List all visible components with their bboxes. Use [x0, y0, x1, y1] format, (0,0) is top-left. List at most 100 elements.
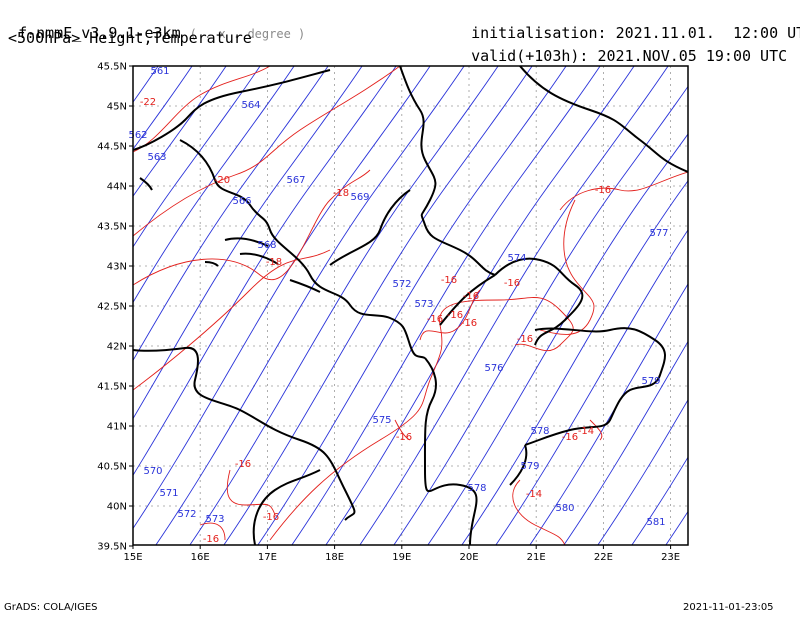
temperature-label: -16	[447, 310, 463, 321]
height-label: 573	[414, 299, 433, 310]
height-contour-line	[133, 66, 397, 477]
height-label: 564	[241, 100, 260, 111]
island-outline	[289, 279, 321, 293]
coastline-segment	[423, 357, 478, 545]
height-contour-line	[133, 66, 193, 151]
valid-time: valid(+103h): 2021.NOV.05 19:00 UTC	[453, 29, 787, 65]
coastline-segment	[494, 257, 584, 346]
temperature-label: -16	[263, 512, 279, 523]
height-label: 581	[646, 517, 665, 528]
height-contour-line	[133, 66, 261, 248]
y-tick-label: 44.5N	[97, 142, 127, 153]
height-label: 571	[159, 488, 178, 499]
temperature-contour-line	[133, 169, 371, 286]
height-label: 562	[128, 130, 147, 141]
height-label: 572	[392, 279, 411, 290]
y-tick-label: 39.5N	[97, 542, 127, 553]
coastline-segment	[519, 66, 688, 173]
map-gridlines	[133, 66, 688, 545]
y-tick-label: 40.5N	[97, 462, 127, 473]
coastline-segment	[329, 189, 411, 266]
height-contour-line	[133, 66, 329, 362]
island-outline	[139, 177, 153, 191]
temperature-contour-line	[589, 419, 603, 441]
temperature-contour-line	[419, 289, 481, 341]
height-label: 579	[520, 461, 539, 472]
height-label: 575	[372, 415, 391, 426]
map-frame	[132, 65, 689, 546]
coastline-segment	[179, 139, 426, 359]
x-tick-label: 18E	[325, 552, 344, 563]
y-tick-label: 44N	[107, 182, 127, 193]
y-tick-label: 43.5N	[97, 222, 127, 233]
model-name: f-nmmE_v3.9.1-e3km	[18, 24, 181, 42]
height-contour-line	[495, 229, 688, 545]
temperature-label: -16	[463, 291, 479, 302]
island-outline	[224, 237, 269, 247]
height-contour-line	[155, 66, 465, 545]
latitude-ticks: 45.5N 45N 44.5N 44N 43.5N 43N 42.5N 42N 41.5N 41N…	[97, 62, 133, 553]
height-label: 569	[350, 192, 369, 203]
height-contour-line	[761, 0, 800, 555]
y-tick-label: 42.5N	[97, 302, 127, 313]
island-outline	[204, 261, 219, 267]
height-label: 573	[205, 514, 224, 525]
height-label: 572	[177, 509, 196, 520]
y-tick-label: 41.5N	[97, 382, 127, 393]
y-tick-label: 45.5N	[97, 62, 127, 73]
valid-value: 2021.NOV.05 19:00 UTC	[597, 47, 788, 65]
height-label: 568	[257, 240, 276, 251]
temperature-contour-line	[269, 297, 574, 541]
valid-label: valid(+103h):	[471, 47, 589, 65]
height-label: 578	[467, 483, 486, 494]
height-label: 579	[641, 376, 660, 387]
temperature-contour-line	[394, 419, 411, 441]
longitude-ticks: 15E 16E 17E 18E 19E 20E 21E 22E 23E	[123, 545, 680, 563]
temperature-contour-line	[539, 199, 595, 335]
init-time: initialisation: 2021.11.01. 12:00 UTC	[453, 6, 800, 42]
coastline-segment	[524, 327, 666, 446]
height-label: 567	[286, 175, 305, 186]
height-label: 563	[147, 152, 166, 163]
x-tick-label: 22E	[594, 552, 613, 563]
coastline-segment	[439, 274, 496, 326]
field-title: <500hPa> Height,Temperature	[8, 29, 252, 47]
model-title: f-nmmE_v3.9.1-e3km ( . x . degree )	[0, 6, 305, 42]
height-contour-line	[727, 0, 800, 555]
coastline-segment	[509, 444, 528, 486]
height-contour-line	[325, 66, 635, 545]
island-outline	[239, 252, 279, 265]
temperature-contour-line	[559, 171, 688, 211]
temperature-contour-line	[199, 522, 226, 541]
x-tick-label: 21E	[527, 552, 546, 563]
temperature-label: -20	[214, 175, 230, 186]
height-contour-line	[393, 85, 688, 545]
temperature-label: -16	[441, 275, 457, 286]
temperature-label: -16	[427, 314, 443, 325]
x-tick-label: 23E	[661, 552, 680, 563]
x-tick-label: 20E	[459, 552, 478, 563]
contour-labels: 5615645675695665635625685725735745765755…	[128, 66, 668, 545]
height-label: 566	[232, 196, 251, 207]
temperature-contour-line	[133, 66, 401, 237]
coastline-segment	[252, 469, 321, 545]
temperature-label: -22	[140, 97, 156, 108]
height-contour-line	[223, 66, 533, 545]
temperature-label: -16	[203, 534, 219, 545]
footer-timestamp: 2021-11-01-23:05	[683, 602, 774, 613]
height-contour-line	[133, 66, 295, 304]
temperature-contour-line	[133, 66, 271, 153]
coastline-segment	[399, 66, 496, 276]
temperature-label: -16	[517, 334, 533, 345]
height-contour-line	[563, 340, 688, 545]
y-tick-label: 41N	[107, 422, 127, 433]
height-contour-line	[133, 66, 431, 530]
temperature-contour-line	[133, 249, 331, 391]
coastline-segment	[133, 69, 331, 151]
x-tick-label: 17E	[258, 552, 277, 563]
height-contour-line	[133, 66, 363, 420]
x-tick-label: 19E	[392, 552, 411, 563]
temperature-contour-line	[226, 469, 276, 516]
height-contour-line	[631, 456, 688, 545]
